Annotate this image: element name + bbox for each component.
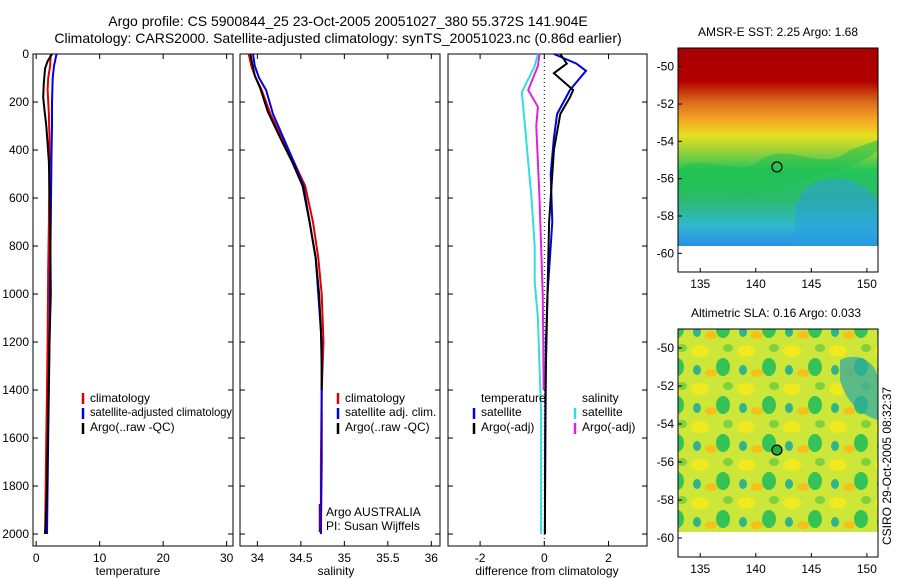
x-tick-label: 36 [425,551,439,565]
figure-title-line2: Climatology: CARS2000. Satellite-adjuste… [54,30,621,46]
series-line-salinity-argo-adj [527,53,545,391]
y-tick-label: 400 [9,143,29,157]
figure-title-line1: Argo profile: CS 5900844_25 23-Oct-2005 … [108,13,588,29]
map-x-tick-label: 150 [857,562,877,576]
series-line-salinity-satellite [520,53,543,534]
legend-label-sal-satellite: satellite [582,405,623,419]
map-x-tick-label: 135 [690,562,710,576]
legend-label-temp-argo: Argo(-adj) [481,420,534,434]
profile-location-marker [771,161,783,173]
legend-label-sal-argo: Argo(-adj) [582,420,635,434]
y-tick-label: 1600 [2,431,29,445]
x-tick-label: -2 [475,551,486,565]
map-x-tick-label: 150 [857,277,877,291]
y-tick-label: 800 [9,239,29,253]
x-tick-label: 20 [156,551,170,565]
legend-label-climatology: climatology [345,391,405,405]
difference-xlabel: difference from climatology [475,564,618,578]
legend-label-temp-satellite: satellite [481,405,522,419]
legend-title-temperature: temperature [481,391,546,405]
y-tick-label: 200 [9,95,29,109]
map-y-tick-label: -60 [657,531,675,545]
legend-label-argo: Argo(..raw -QC) [90,420,175,434]
map-y-tick-label: -54 [657,134,675,148]
legend-label-satellite: satellite-adjusted climatology [90,405,232,419]
temperature-axes-frame [32,53,234,547]
series-line-argo-raw-qc [42,53,53,535]
salinity-legend: climatology satellite adj. clim. Argo(..… [336,391,436,434]
map-y-tick-label: -52 [657,379,675,393]
map-x-tick-label: 140 [746,277,766,291]
map-y-tick-label: -56 [657,172,675,186]
y-tick-label: 0 [22,47,29,61]
difference-panel: -2 0 2 difference from climatology tempera… [447,53,648,578]
legend-label-argo: Argo(..raw -QC) [345,420,430,434]
y-tick-label: 1200 [2,335,29,349]
pi-annotation: Argo AUSTRALIA PI: Susan Wijffels [318,504,421,533]
sla-map-panel: Altimetric SLA: 0.16 Argo: 0.033 135 140 1… [657,306,879,576]
x-tick-label: 34 [251,551,265,565]
y-tick-label: 1000 [2,287,29,301]
series-line-temperature-argo-adj [543,53,575,535]
sst-cold-patch [790,178,878,246]
y-tick-label: 2000 [2,527,29,541]
map-y-tick-label: -56 [657,455,675,469]
sla-map-title: Altimetric SLA: 0.16 Argo: 0.033 [691,306,861,320]
sla-map-frame [677,328,879,558]
legend-title-salinity: salinity [582,391,619,405]
map-y-tick-label: -54 [657,417,675,431]
x-tick-label: 35.5 [376,551,400,565]
map-y-tick-label: -50 [657,60,675,74]
x-tick-label: 10 [93,551,107,565]
pi-annotation-line2: PI: Susan Wijffels [326,519,420,533]
x-tick-label: 2 [605,551,612,565]
x-tick-label: 30 [220,551,234,565]
map-y-tick-label: -58 [657,209,675,223]
temperature-legend: climatology satellite-adjusted climatolo… [81,391,232,434]
sst-map-frame [677,47,879,273]
y-tick-label: 1400 [2,383,29,397]
map-y-tick-label: -50 [657,341,675,355]
temperature-panel: 0 10 20 30 0 200 400 600 800 1000 1200 1400 1600 1800… [2,47,233,578]
sst-front-shading [678,140,878,195]
x-tick-label: 0 [541,551,548,565]
map-x-tick-label: 135 [690,277,710,291]
profile-location-marker [771,444,783,456]
x-tick-label: 0 [33,551,40,565]
map-x-tick-label: 140 [746,562,766,576]
y-tick-label: 1800 [2,479,29,493]
x-tick-label: 34.5 [289,551,313,565]
y-tick-label: 600 [9,191,29,205]
credit-stamp: CSIRO 29-Oct-2005 08:32:37 [880,387,894,545]
x-tick-label: 35 [338,551,352,565]
map-y-tick-label: -52 [657,97,675,111]
salinity-xlabel: salinity [318,564,355,578]
map-y-tick-label: -60 [657,246,675,260]
map-y-tick-label: -58 [657,493,675,507]
salinity-axes-frame [239,53,441,547]
sst-map-title: AMSR-E SST: 2.25 Argo: 1.68 [698,25,858,39]
temperature-xlabel: temperature [96,564,161,578]
series-line-argo-raw-qc [249,53,323,390]
sla-low-patch [840,356,878,420]
legend-label-satellite: satellite adj. clim. [345,405,436,419]
salinity-panel: 34 34.5 35 35.5 36 salinity climatology sate… [239,53,441,578]
sst-map-panel: AMSR-E SST: 2.25 Argo: 1.68 135 140 145 150… [657,25,879,291]
legend-label-climatology: climatology [90,391,150,405]
difference-legend: temperature satellite Argo(-adj) salinit… [472,391,635,434]
map-x-tick-label: 145 [801,562,821,576]
map-x-tick-label: 145 [801,277,821,291]
pi-annotation-line1: Argo AUSTRALIA [326,505,421,519]
